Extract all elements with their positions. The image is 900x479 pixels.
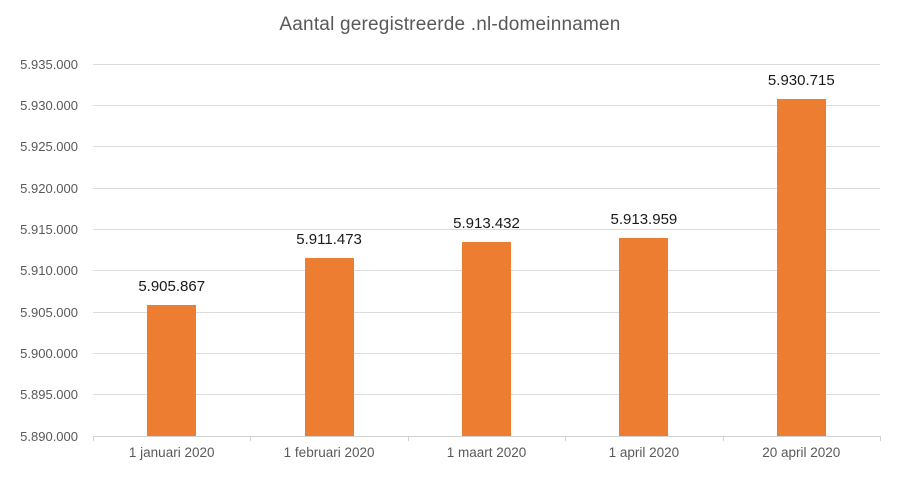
x-axis-category-label: 1 april 2020 xyxy=(608,445,680,460)
x-axis-category-label: 20 april 2020 xyxy=(762,445,841,460)
y-gridline xyxy=(93,146,880,148)
y-axis-tick-label: 5.905.000 xyxy=(20,304,78,320)
y-axis-tick-label: 5.895.000 xyxy=(20,387,78,403)
bar-2 xyxy=(462,242,511,436)
y-axis-tick-label: 5.930.000 xyxy=(20,97,78,113)
y-axis-tick-label: 5.920.000 xyxy=(20,180,78,196)
y-gridline xyxy=(93,187,880,189)
bar-0 xyxy=(147,304,197,436)
y-axis-tick-label: 5.910.000 xyxy=(20,263,78,279)
y-axis-tick-label: 5.890.000 xyxy=(20,428,78,444)
bar-value-label: 5.913.959 xyxy=(610,210,678,228)
x-axis-tick xyxy=(565,436,567,441)
y-axis-tick-label: 5.900.000 xyxy=(20,345,78,361)
x-axis-tick xyxy=(93,436,94,441)
chart-title: Aantal geregistreerde .nl-domeinnamen xyxy=(279,14,621,35)
bar-value-label: 5.913.432 xyxy=(453,215,520,233)
y-gridline xyxy=(93,104,880,106)
x-axis-category-label: 1 februari 2020 xyxy=(283,445,375,460)
bar-1 xyxy=(304,258,354,436)
x-axis-tick xyxy=(250,436,252,441)
x-axis-tick xyxy=(880,436,881,441)
bar-3 xyxy=(619,237,669,436)
bar-value-label: 5.905.867 xyxy=(138,277,206,295)
x-axis-category-label: 1 maart 2020 xyxy=(446,445,527,460)
x-axis-line xyxy=(93,435,880,437)
y-axis-tick-label: 5.915.000 xyxy=(20,221,78,237)
y-axis-tick-label: 5.935.000 xyxy=(20,56,78,72)
x-axis-tick xyxy=(407,436,409,441)
x-axis-category-label: 1 januari 2020 xyxy=(128,445,215,460)
y-axis-tick-label: 5.925.000 xyxy=(20,139,78,155)
bar-4 xyxy=(776,99,826,436)
y-gridline xyxy=(93,63,880,65)
x-axis-tick xyxy=(722,436,724,441)
bar-value-label: 5.911.473 xyxy=(296,231,362,249)
bar-value-label: 5.930.715 xyxy=(767,72,835,90)
